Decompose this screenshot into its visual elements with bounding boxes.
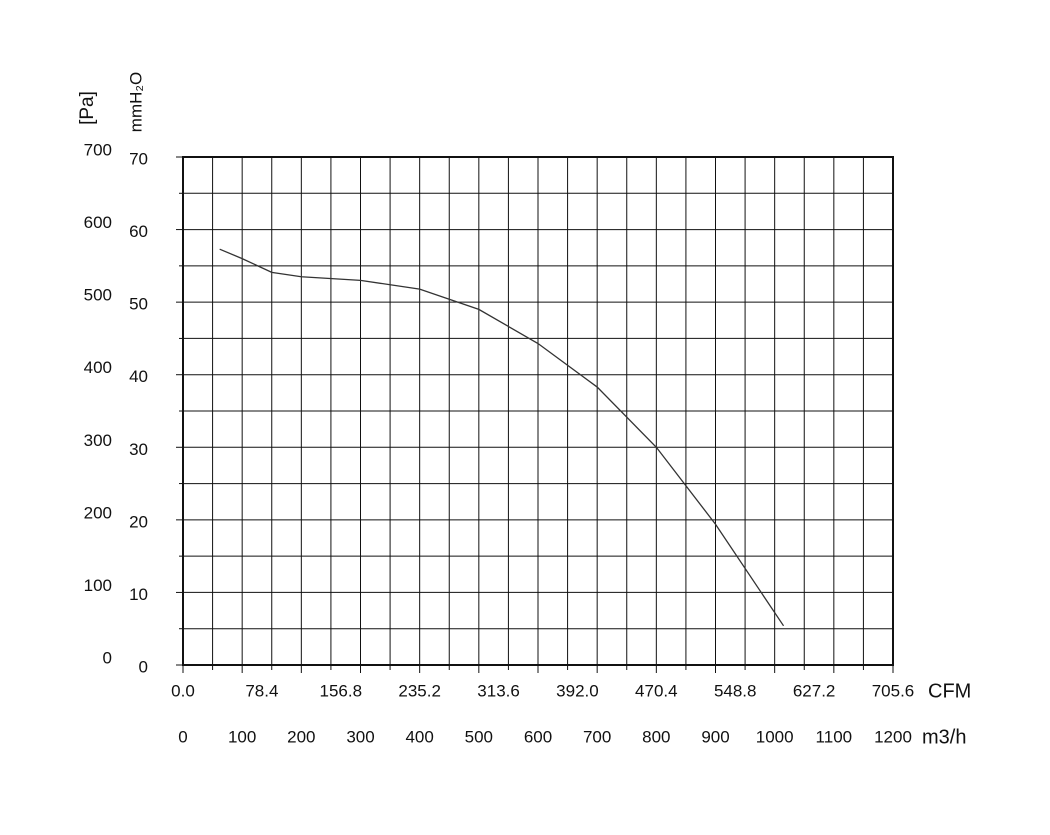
x2-axis-label: CFM bbox=[928, 680, 971, 702]
y2-tick-label: 50 bbox=[129, 295, 148, 314]
x-axis-label: m3/h bbox=[922, 726, 966, 748]
y2-axis-label: mmH₂O bbox=[126, 72, 145, 132]
x2-tick-label: 78.4 bbox=[245, 681, 278, 700]
x2-tick-label: 235.2 bbox=[398, 681, 441, 700]
x-tick-label: 500 bbox=[465, 727, 493, 746]
x2-tick-label: 627.2 bbox=[793, 681, 836, 700]
y2-tick-label: 10 bbox=[129, 585, 148, 604]
y2-tick-label: 30 bbox=[129, 440, 148, 459]
y-axis-label: [Pa] bbox=[77, 91, 98, 125]
x-tick-label: 900 bbox=[701, 727, 729, 746]
x2-tick-label: 156.8 bbox=[320, 681, 363, 700]
x2-tick-label: 0.0 bbox=[171, 681, 195, 700]
x2-tick-label: 470.4 bbox=[635, 681, 678, 700]
x-tick-label: 1200 bbox=[874, 727, 912, 746]
x-tick-label: 100 bbox=[228, 727, 256, 746]
y-tick-label: 300 bbox=[84, 431, 112, 450]
y-tick-label: 200 bbox=[84, 503, 112, 522]
x-tick-label: 300 bbox=[346, 727, 374, 746]
x2-tick-label: 548.8 bbox=[714, 681, 757, 700]
y-tick-label: 100 bbox=[84, 576, 112, 595]
y2-tick-label: 40 bbox=[129, 367, 148, 386]
curve bbox=[219, 248, 785, 627]
y-tick-label: 600 bbox=[84, 213, 112, 232]
y-tick-label: 500 bbox=[84, 286, 112, 305]
x-tick-label: 700 bbox=[583, 727, 611, 746]
y-tick-label: 700 bbox=[84, 140, 112, 159]
plot-frame bbox=[182, 156, 894, 666]
y2-tick-label: 0 bbox=[139, 657, 148, 676]
x2-tick-label: 705.6 bbox=[872, 681, 915, 700]
x-tick-label: 400 bbox=[405, 727, 433, 746]
y-tick-label: 0 bbox=[103, 648, 112, 667]
x2-tick-label: 392.0 bbox=[556, 681, 599, 700]
x-tick-label: 800 bbox=[642, 727, 670, 746]
x2-tick-label: 313.6 bbox=[477, 681, 520, 700]
x-tick-label: 1100 bbox=[816, 727, 853, 746]
y2-tick-label: 70 bbox=[129, 149, 148, 168]
y-tick-label: 400 bbox=[84, 358, 112, 377]
x-tick-label: 1000 bbox=[756, 727, 794, 746]
y2-tick-label: 60 bbox=[129, 222, 148, 241]
x-tick-label: 200 bbox=[287, 727, 315, 746]
x-tick-label: 600 bbox=[524, 727, 552, 746]
y2-tick-label: 20 bbox=[129, 512, 148, 531]
x-tick-label: 0 bbox=[178, 727, 187, 746]
